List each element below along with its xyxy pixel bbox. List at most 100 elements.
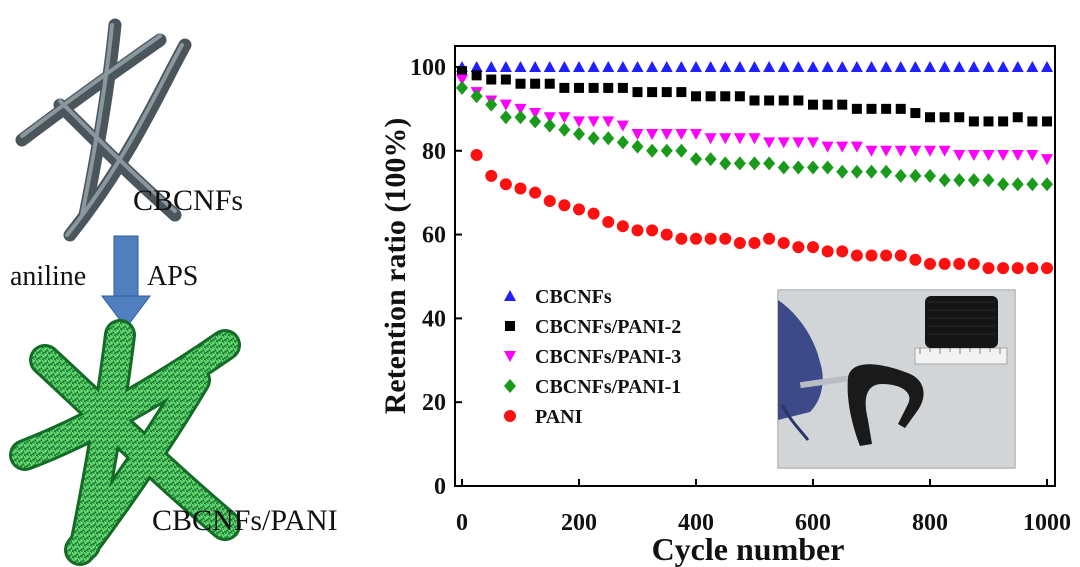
data-point-cbcnfs <box>982 60 995 72</box>
data-point-cbcnfs-pani-2 <box>764 95 775 106</box>
data-point-cbcnfs-pani-3 <box>763 137 776 149</box>
data-point-cbcnfs-pani-2 <box>837 99 848 110</box>
data-point-cbcnfs <box>967 60 980 72</box>
data-point-cbcnfs-pani-3 <box>558 112 571 124</box>
data-point-cbcnfs-pani-3 <box>748 133 761 145</box>
legend-marker-pani <box>504 410 516 422</box>
data-point-cbcnfs-pani-3 <box>631 129 644 140</box>
plot-frame <box>454 45 1056 487</box>
data-point-cbcnfs <box>894 60 907 72</box>
data-point-cbcnfs-pani-3 <box>602 116 615 128</box>
data-point-cbcnfs <box>573 60 585 72</box>
data-point-cbcnfs-pani-2 <box>603 82 614 93</box>
data-point-pani <box>953 257 966 270</box>
data-point-cbcnfs-pani-2 <box>998 116 1009 127</box>
data-point-pani <box>821 245 834 258</box>
data-point-cbcnfs-pani-1 <box>631 139 644 154</box>
legend-item-cbcnfs-pani-2: CBCNFs/PANI-2 <box>505 316 681 338</box>
data-point-pani <box>997 262 1010 275</box>
data-point-cbcnfs-pani-2 <box>530 78 541 89</box>
data-point-cbcnfs <box>733 60 746 72</box>
legend-marker-cbcnfs <box>504 290 516 301</box>
data-point-cbcnfs-pani-3 <box>909 145 922 157</box>
data-point-cbcnfs-pani-3 <box>1041 154 1053 166</box>
data-point-cbcnfs-pani-2 <box>588 82 599 93</box>
data-point-cbcnfs-pani-3 <box>719 133 732 145</box>
data-point-cbcnfs-pani-1 <box>807 160 819 175</box>
data-point-cbcnfs <box>1041 60 1053 72</box>
data-point-pani <box>967 257 980 270</box>
data-point-cbcnfs-pani-1 <box>777 160 790 175</box>
data-point-cbcnfs-pani-3 <box>675 129 688 140</box>
data-point-cbcnfs-pani-1 <box>456 80 468 95</box>
data-point-pani <box>529 186 542 199</box>
data-point-cbcnfs-pani-3 <box>1011 149 1024 161</box>
data-point-cbcnfs-pani-1 <box>997 177 1010 192</box>
data-point-pani <box>880 249 893 262</box>
data-point-cbcnfs <box>660 60 673 72</box>
data-point-cbcnfs-pani-1 <box>499 110 512 125</box>
label-aps: APS <box>147 261 198 292</box>
data-point-cbcnfs-pani-1 <box>894 168 907 183</box>
label-aniline: aniline <box>10 261 86 292</box>
data-point-cbcnfs <box>616 60 629 72</box>
data-point-pani <box>807 241 819 254</box>
reaction-arrow <box>101 235 151 329</box>
data-point-cbcnfs-pani-3 <box>573 116 585 128</box>
x-tick-label: 0 <box>456 510 468 536</box>
data-point-cbcnfs-pani-3 <box>777 137 790 149</box>
data-point-cbcnfs-pani-3 <box>529 108 542 120</box>
data-point-pani <box>573 203 585 216</box>
data-point-cbcnfs-pani-2 <box>1042 116 1052 127</box>
data-point-cbcnfs-pani-1 <box>704 152 717 167</box>
x-tick-label: 800 <box>912 510 948 536</box>
y-axis-title: Retention ratio (100%) <box>379 118 412 415</box>
data-point-pani <box>1026 262 1039 275</box>
data-point-pani <box>602 216 615 228</box>
ruler <box>914 347 1008 365</box>
data-point-cbcnfs-pani-1 <box>1041 177 1053 192</box>
data-point-cbcnfs-pani-1 <box>865 164 878 179</box>
data-point-cbcnfs-pani-2 <box>925 112 935 123</box>
legend-marker-cbcnfs-pani-3 <box>504 351 516 362</box>
data-point-pani <box>748 236 761 249</box>
legend-label-cbcnfs: CBCNFs <box>535 286 612 308</box>
data-point-cbcnfs-pani-3 <box>938 145 951 157</box>
data-point-cbcnfs-pani-3 <box>514 103 527 115</box>
data-point-cbcnfs-pani-3 <box>807 137 819 149</box>
data-point-cbcnfs-pani-2 <box>778 95 789 106</box>
data-point-cbcnfs-pani-2 <box>968 116 979 127</box>
data-point-cbcnfs-pani-3 <box>616 120 629 132</box>
data-point-pani <box>470 148 483 161</box>
data-point-cbcnfs-pani-2 <box>1012 112 1023 123</box>
data-point-pani <box>982 262 995 275</box>
data-point-cbcnfs-pani-3 <box>587 116 600 128</box>
data-point-pani <box>719 232 732 245</box>
data-point-pani <box>733 236 746 249</box>
data-point-cbcnfs-pani-2 <box>881 103 892 114</box>
data-point-cbcnfs-pani-1 <box>792 160 805 175</box>
data-point-cbcnfs-pani-1 <box>763 156 776 171</box>
legend-marker-cbcnfs-pani-2 <box>505 321 515 331</box>
data-point-cbcnfs-pani-3 <box>836 141 849 153</box>
label-cbcnfs: CBCNFs <box>133 184 243 217</box>
data-point-pani <box>865 249 878 262</box>
data-point-cbcnfs <box>558 60 571 72</box>
data-point-cbcnfs-pani-2 <box>691 91 701 102</box>
data-point-cbcnfs-pani-2 <box>910 108 921 119</box>
data-point-cbcnfs <box>777 60 790 72</box>
data-point-cbcnfs-pani-2 <box>954 112 965 123</box>
data-point-pani <box>690 232 702 245</box>
data-point-pani <box>587 207 600 220</box>
data-point-cbcnfs <box>924 60 936 72</box>
data-point-cbcnfs <box>719 60 732 72</box>
y-tick-label: 100 <box>410 55 446 81</box>
data-point-cbcnfs-pani-1 <box>924 168 936 183</box>
schematic-panel: CBCNFs aniline APS CBCNFs/PANI <box>9 18 338 566</box>
data-point-cbcnfs-pani-2 <box>808 99 818 110</box>
data-point-pani <box>836 245 849 258</box>
data-point-pani <box>558 199 571 212</box>
data-point-cbcnfs <box>646 60 659 72</box>
series-cbcnfs <box>456 60 1053 72</box>
data-point-cbcnfs <box>529 60 542 72</box>
